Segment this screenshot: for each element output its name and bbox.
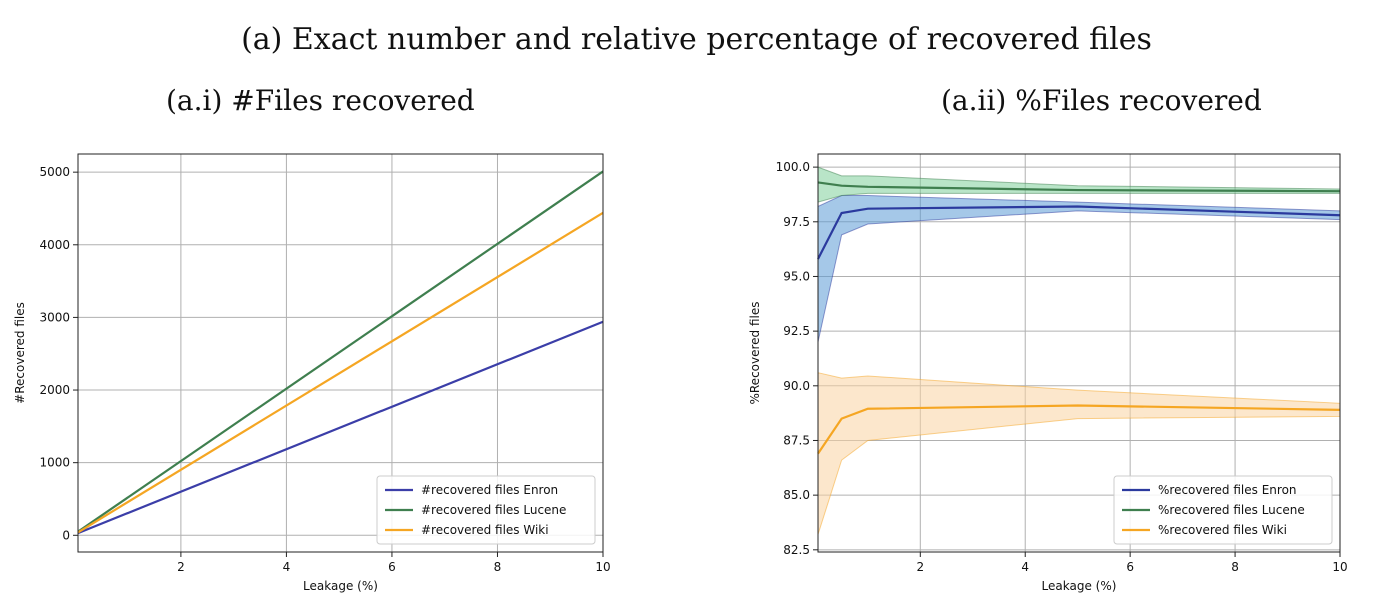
- series-line: [77, 320, 604, 535]
- plot-frame: [817, 153, 1341, 553]
- right-chart-title: (a.ii) %Files recovered: [941, 84, 1262, 117]
- x-tick-label: 6: [388, 560, 396, 574]
- y-tick-label: 1000: [39, 456, 70, 470]
- x-tick-label: 10: [1332, 560, 1347, 574]
- y-tick-label: 95.0: [783, 269, 810, 283]
- x-tick-label: 2: [177, 560, 185, 574]
- legend-label: #recovered files Lucene: [421, 503, 566, 517]
- y-tick-label: 0: [62, 528, 70, 542]
- confidence-band: [817, 195, 1341, 343]
- legend-label: %recovered files Enron: [1158, 483, 1297, 497]
- legend-box: [376, 475, 596, 545]
- legend-box: [1113, 475, 1333, 545]
- legend-label: %recovered files Lucene: [1158, 503, 1305, 517]
- legend-label: %recovered files Wiki: [1158, 523, 1287, 537]
- y-axis-label: %Recovered files: [748, 301, 762, 404]
- x-axis-label: Leakage (%): [1042, 579, 1117, 593]
- x-tick-label: 4: [283, 560, 291, 574]
- series-line: [817, 205, 1341, 260]
- y-tick-label: 3000: [39, 310, 70, 324]
- y-tick-label: 5000: [39, 165, 70, 179]
- y-tick-label: 85.0: [783, 488, 810, 502]
- y-tick-label: 92.5: [783, 324, 810, 338]
- y-tick-label: 97.5: [783, 215, 810, 229]
- series-line: [817, 181, 1341, 193]
- x-tick-label: 10: [595, 560, 610, 574]
- series-line: [77, 170, 604, 533]
- y-tick-label: 87.5: [783, 433, 810, 447]
- y-tick-label: 4000: [39, 238, 70, 252]
- recovered-percent-chart: 2 4 6 8 10 82.5 85.0 87.5 90.0 92.5 95.0 97.5 100.0 L…: [748, 153, 1348, 593]
- legend-label: #recovered files Wiki: [421, 523, 549, 537]
- y-tick-label: 100.0: [776, 160, 810, 174]
- y-axis-label: #Recovered files: [13, 302, 27, 404]
- legend-label: #recovered files Enron: [421, 483, 558, 497]
- y-tick-label: 2000: [39, 383, 70, 397]
- x-tick-label: 4: [1021, 560, 1029, 574]
- series-line: [77, 211, 604, 534]
- figure-title: (a) Exact number and relative percentage…: [241, 22, 1152, 57]
- y-tick-label: 82.5: [783, 543, 810, 557]
- x-tick-label: 8: [1231, 560, 1239, 574]
- recovered-count-chart: 2 4 6 8 10 0 1000 2000 3000 4000 5000 Leakage (%) #R…: [13, 153, 611, 593]
- y-tick-label: 90.0: [783, 379, 810, 393]
- x-tick-label: 6: [1126, 560, 1134, 574]
- series-line: [817, 404, 1341, 455]
- left-chart-title: (a.i) #Files recovered: [166, 84, 475, 117]
- x-tick-label: 2: [916, 560, 924, 574]
- x-tick-label: 8: [494, 560, 502, 574]
- x-axis-label: Leakage (%): [303, 579, 378, 593]
- plot-frame: [77, 153, 604, 553]
